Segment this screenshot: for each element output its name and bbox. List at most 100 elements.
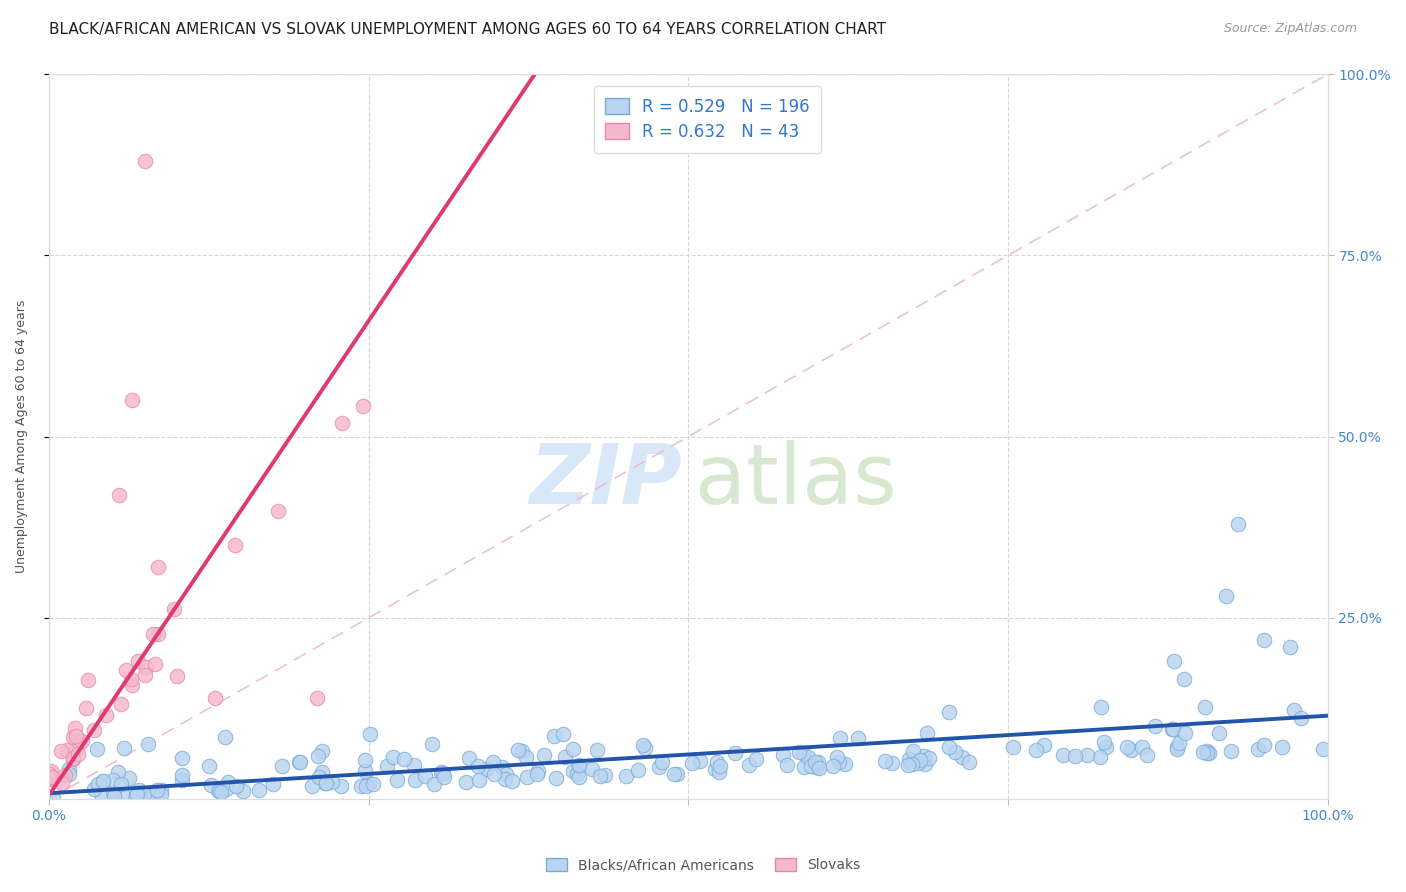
Point (41, 770, 63, 784)
Point (807, 761, 830, 775)
Point (943, 745, 966, 759)
Point (65, 721, 87, 735)
Point (128, 783, 150, 797)
Point (166, 669, 188, 683)
Point (392, 751, 415, 765)
Point (288, 755, 311, 769)
Point (938, 705, 960, 719)
Point (146, 626, 169, 640)
Point (938, 739, 960, 754)
Legend: Blacks/African Americans, Slovaks: Blacks/African Americans, Slovaks (540, 853, 866, 878)
Point (134, 154, 156, 169)
Point (1025, 743, 1047, 757)
Point (135, 787, 157, 801)
Point (454, 775, 477, 789)
Point (307, 690, 329, 705)
Point (353, 753, 375, 767)
Text: Source: ZipAtlas.com: Source: ZipAtlas.com (1223, 22, 1357, 36)
Point (834, 757, 856, 772)
Point (1161, 722, 1184, 736)
Point (352, 399, 374, 413)
Point (593, 768, 616, 782)
Point (204, 690, 226, 705)
Point (1163, 723, 1185, 737)
Point (1064, 748, 1087, 763)
Point (385, 772, 408, 787)
Point (354, 779, 377, 793)
Point (526, 766, 548, 780)
Point (846, 731, 869, 746)
Point (1032, 738, 1054, 752)
Point (723, 746, 745, 760)
Point (830, 731, 852, 745)
Point (897, 758, 920, 772)
Point (562, 764, 585, 778)
Point (495, 767, 517, 781)
Point (198, 759, 221, 773)
Point (134, 787, 156, 801)
Point (87, 777, 110, 791)
Point (349, 779, 371, 793)
Point (65, 730, 87, 744)
Point (912, 748, 935, 763)
Point (330, 779, 353, 793)
Point (882, 756, 904, 770)
Point (508, 743, 530, 757)
Point (94, 707, 117, 722)
Point (247, 783, 270, 797)
Point (1289, 711, 1312, 725)
Point (62, 751, 84, 765)
Point (314, 776, 336, 790)
Point (616, 769, 638, 783)
Point (681, 756, 703, 771)
Point (75, 701, 97, 715)
Point (58, 766, 80, 780)
Point (1227, 516, 1250, 531)
Point (143, 657, 166, 672)
Point (527, 764, 550, 778)
Point (62, 731, 84, 745)
Point (315, 776, 337, 790)
Point (1271, 739, 1294, 754)
Point (1166, 740, 1188, 755)
Point (703, 762, 725, 776)
Text: ZIP: ZIP (530, 440, 682, 521)
Point (950, 749, 973, 764)
Point (62, 751, 84, 765)
Point (1220, 744, 1243, 758)
Point (91, 774, 114, 789)
Point (1197, 746, 1219, 760)
Point (1253, 739, 1275, 753)
Point (544, 771, 567, 785)
Point (1130, 739, 1153, 754)
Point (308, 770, 330, 784)
Point (651, 755, 673, 769)
Point (111, 787, 134, 801)
Point (1247, 741, 1270, 756)
Point (707, 764, 730, 779)
Point (353, 764, 375, 779)
Point (83, 723, 105, 738)
Point (135, 660, 157, 674)
Point (262, 777, 284, 791)
Point (86, 742, 108, 756)
Point (1191, 746, 1213, 760)
Point (134, 668, 156, 682)
Point (118, 771, 141, 785)
Point (382, 750, 405, 764)
Point (1166, 741, 1188, 756)
Point (170, 772, 193, 787)
Point (271, 759, 294, 773)
Point (901, 757, 924, 772)
Text: BLACK/AFRICAN AMERICAN VS SLOVAK UNEMPLOYMENT AMONG AGES 60 TO 64 YEARS CORRELAT: BLACK/AFRICAN AMERICAN VS SLOVAK UNEMPLO… (49, 22, 886, 37)
Point (1312, 741, 1334, 756)
Point (70, 734, 93, 748)
Point (1173, 672, 1195, 686)
Point (76, 673, 98, 687)
Point (53, 768, 76, 782)
Point (772, 748, 794, 763)
Point (1174, 726, 1197, 740)
Point (897, 752, 920, 766)
Point (458, 751, 481, 765)
Point (121, 678, 143, 692)
